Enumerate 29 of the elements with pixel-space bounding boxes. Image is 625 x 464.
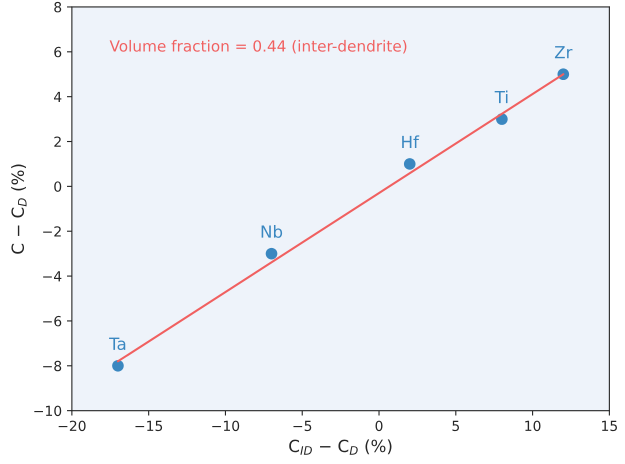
point <box>112 360 124 372</box>
annotation: Zr <box>554 46 572 58</box>
y-tick-label: −4 <box>43 271 62 282</box>
annotation: Ti <box>494 90 508 104</box>
x-tick-label: −10 <box>212 420 240 432</box>
x-tick-label: −15 <box>135 420 162 432</box>
annotation: Nb <box>262 225 282 238</box>
annotation: Volume fraction = 0.44 (inter-dendrite) <box>110 40 406 54</box>
y-tick-label: 4 <box>54 92 62 102</box>
x-tick-label: 15 <box>602 420 617 432</box>
annotation: Ta <box>109 338 126 350</box>
y-tick-label: 6 <box>54 46 62 58</box>
x-tick-label: 0 <box>376 420 383 432</box>
point <box>266 248 278 260</box>
y-axis-title: C − C$_{D}$ (%) <box>11 164 27 254</box>
y-tick-label: 8 <box>54 2 62 12</box>
x-tick-label: −20 <box>58 420 86 432</box>
y-tick-label: −8 <box>43 360 62 372</box>
annotation: Hf <box>402 135 420 148</box>
y-tick-label: −10 <box>34 406 62 416</box>
x-tick-label: 10 <box>525 420 541 432</box>
y-tick-label: −6 <box>43 316 62 326</box>
y-tick-label: −2 <box>43 226 61 237</box>
x-axis-title: C$_{ID}$ − C$_{D}$ (%) <box>289 439 392 455</box>
y-tick-label: 2 <box>54 136 61 147</box>
y-tick-label: 0 <box>54 181 62 192</box>
x-tick-label: −5 <box>293 420 312 432</box>
x-tick-label: 5 <box>452 420 460 432</box>
point <box>404 158 416 170</box>
